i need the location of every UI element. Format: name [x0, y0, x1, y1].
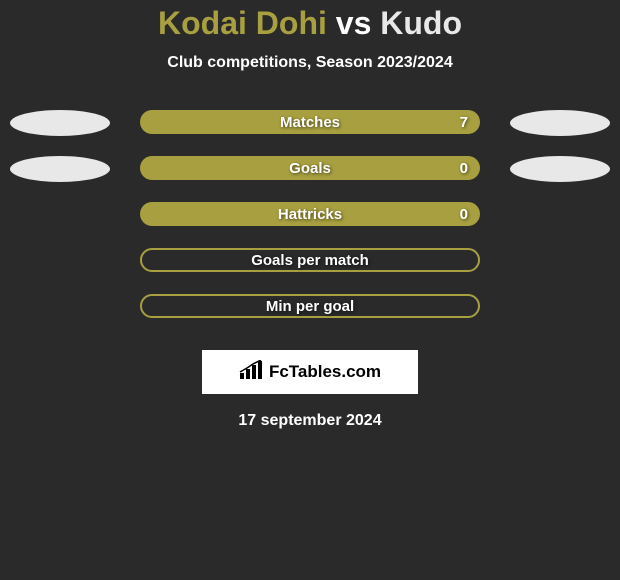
brand-box[interactable]: FcTables.com: [202, 350, 418, 394]
stat-label: Matches: [280, 114, 340, 131]
title-player1: Kodai Dohi: [158, 5, 327, 41]
stat-row: Min per goal: [0, 294, 620, 340]
stat-row: Hattricks 0: [0, 202, 620, 248]
stats-rows: Matches 7 Goals 0 Hattricks 0 Goals per match M…: [0, 110, 620, 340]
title-player2: Kudo: [380, 5, 462, 41]
subtitle: Club competitions, Season 2023/2024: [0, 54, 620, 72]
stat-label: Hattricks: [278, 206, 342, 223]
brand-chart-icon: [239, 360, 263, 385]
stat-value: 0: [460, 206, 468, 223]
stat-row: Goals 0: [0, 156, 620, 202]
title-vs: vs: [336, 5, 372, 41]
stat-row: Matches 7: [0, 110, 620, 156]
stat-bar: Goals 0: [140, 156, 480, 180]
stat-value: 0: [460, 160, 468, 177]
right-ellipse: [510, 110, 610, 136]
stat-bar: Min per goal: [140, 294, 480, 318]
stat-bar: Goals per match: [140, 248, 480, 272]
stat-row: Goals per match: [0, 248, 620, 294]
left-ellipse: [10, 156, 110, 182]
stat-label: Goals per match: [251, 252, 369, 269]
stat-bar: Hattricks 0: [140, 202, 480, 226]
brand-text: FcTables.com: [269, 362, 381, 382]
date-label: 17 september 2024: [0, 412, 620, 430]
stat-label: Min per goal: [266, 298, 354, 315]
right-ellipse: [510, 156, 610, 182]
page-title: Kodai Dohi vs Kudo: [0, 5, 620, 42]
chart-container: Kodai Dohi vs Kudo Club competitions, Se…: [0, 0, 620, 430]
stat-value: 7: [460, 114, 468, 131]
stat-label: Goals: [289, 160, 331, 177]
left-ellipse: [10, 110, 110, 136]
stat-bar: Matches 7: [140, 110, 480, 134]
